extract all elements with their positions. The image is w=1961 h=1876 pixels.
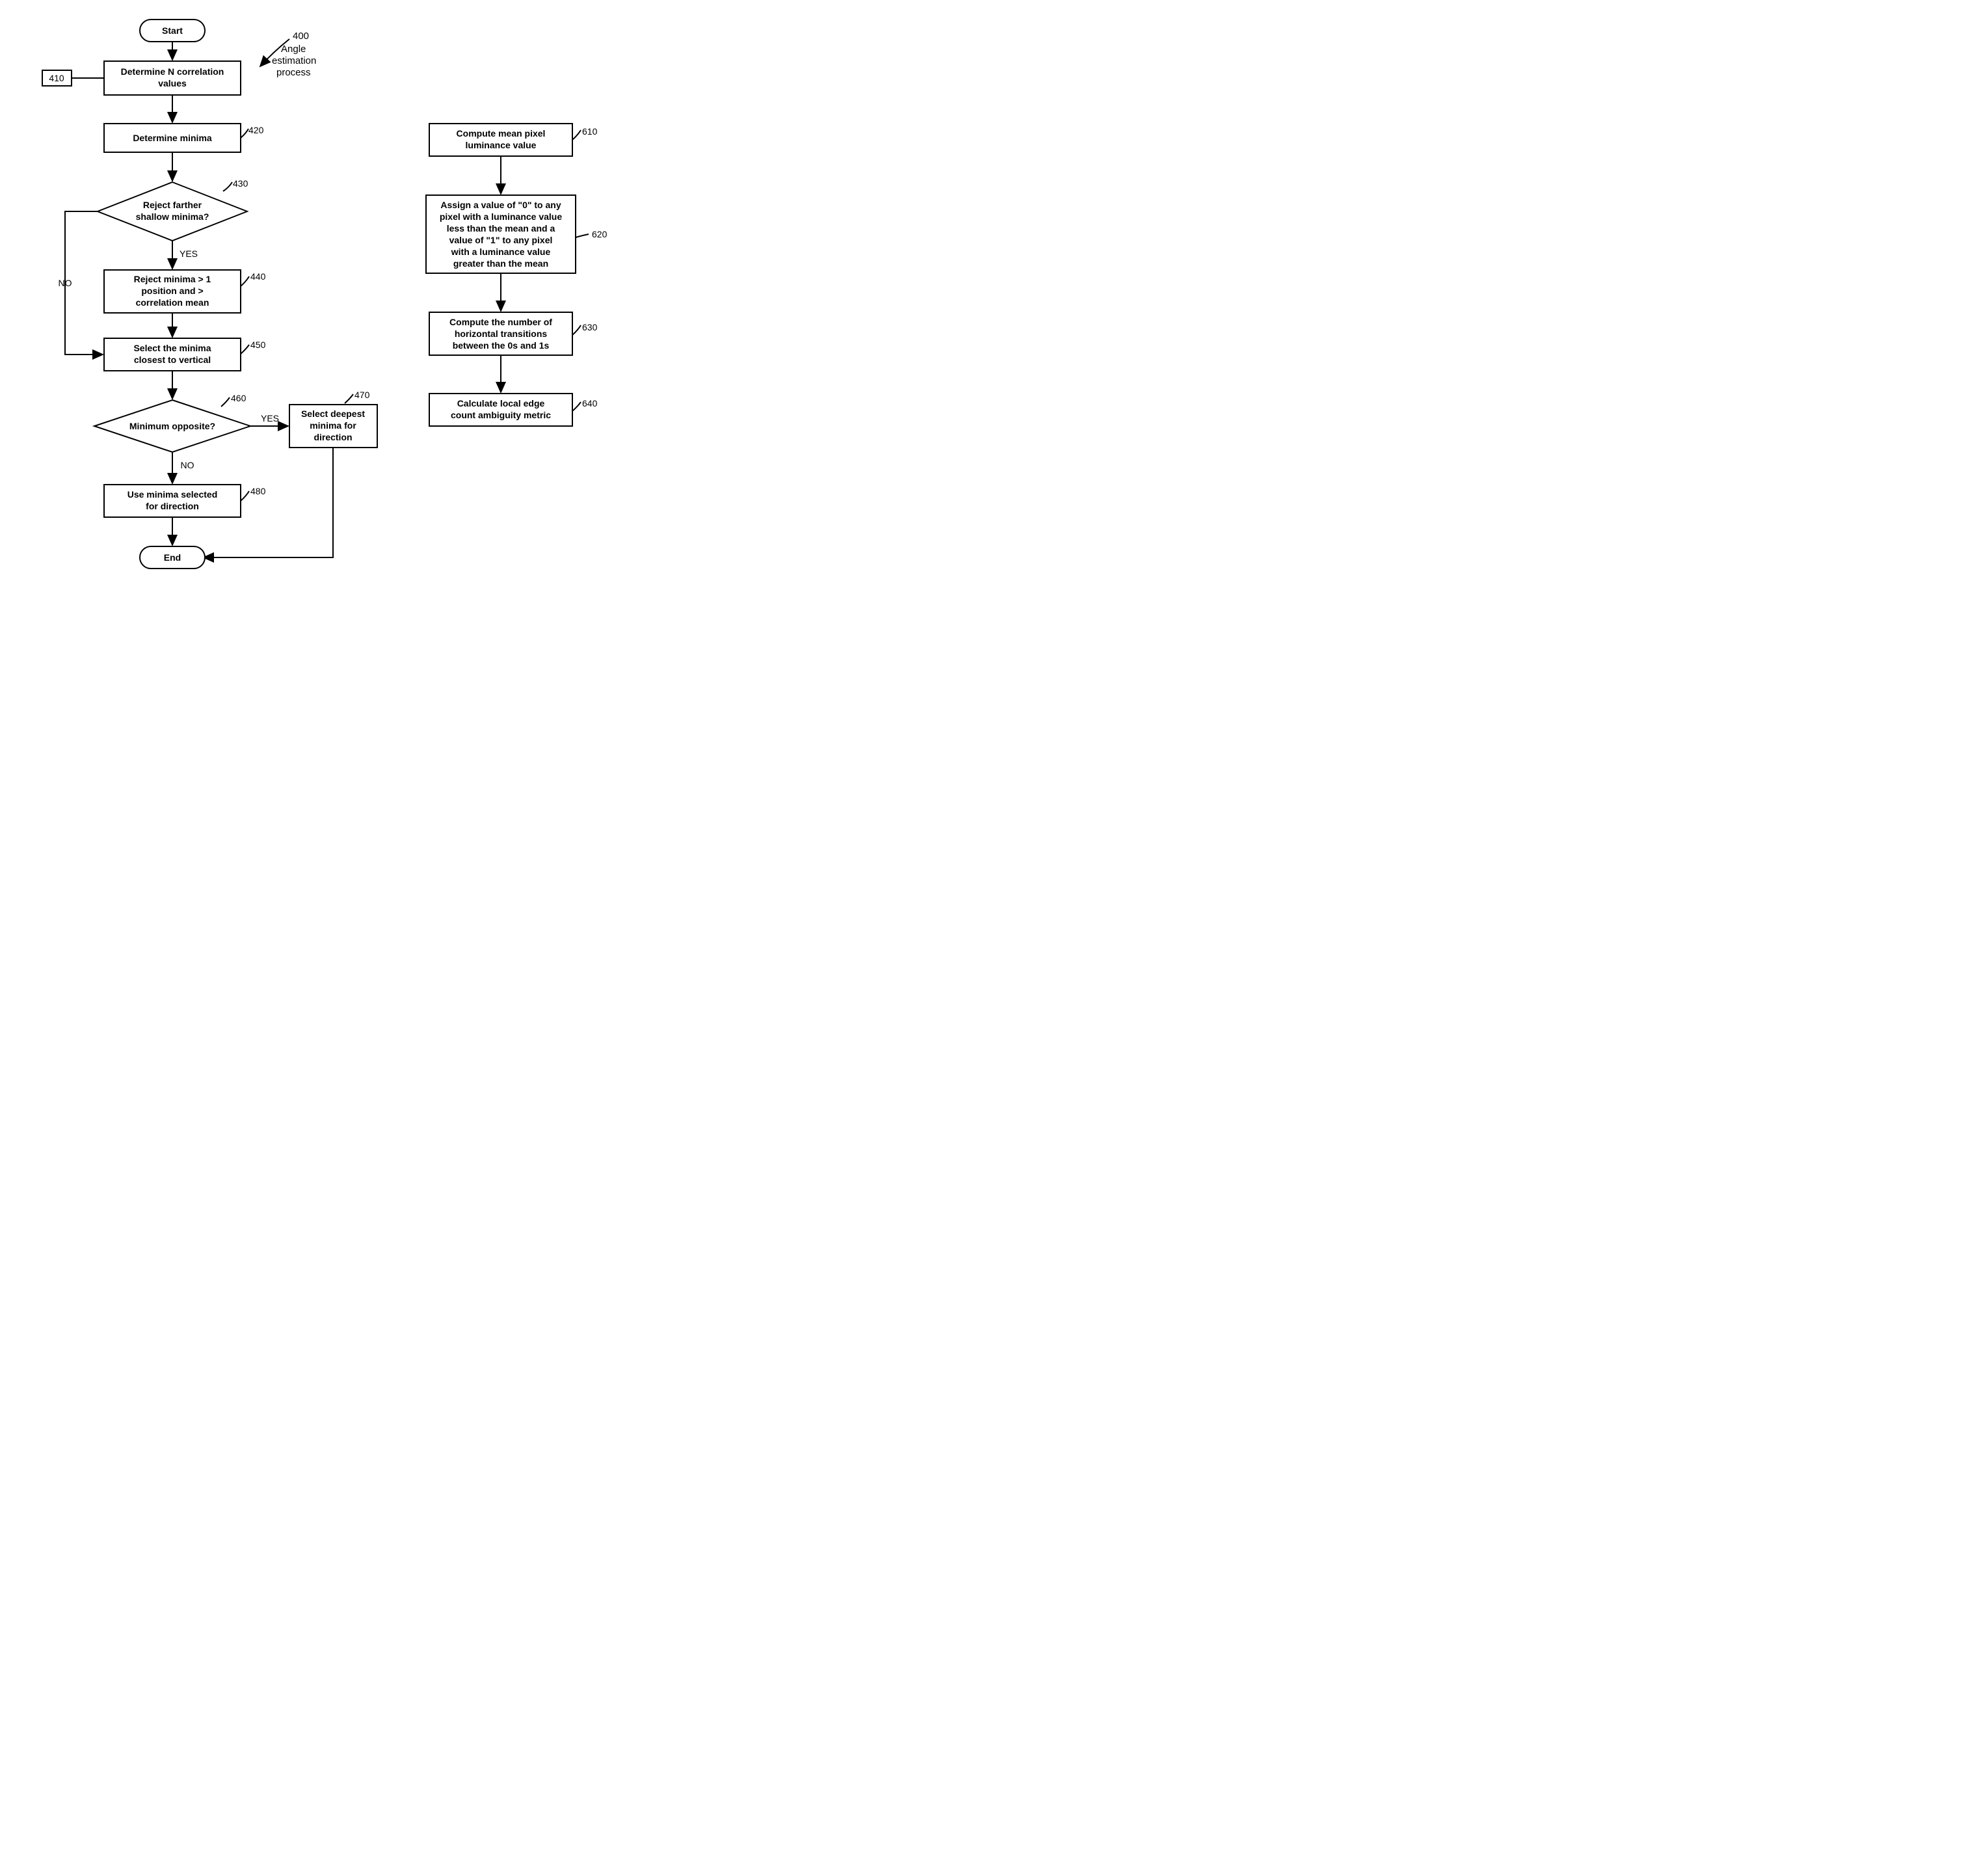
n450-l2: closest to vertical [134,355,211,365]
title-annotation: 400 Angle estimation process [260,31,316,78]
n410-l2: values [158,78,187,88]
n430-l2: shallow minima? [136,211,209,222]
n620-l3: less than the mean and a [447,223,555,234]
ref-430: 430 [233,178,248,189]
n610-l2: luminance value [466,140,537,150]
n450-l1: Select the minima [133,343,211,353]
n470-l2: minima for [310,420,356,431]
n640-l2: count ambiguity metric [451,410,551,420]
n410-l1: Determine N correlation [121,66,224,77]
end-label: End [164,552,181,563]
n440-l2: position and > [141,286,203,296]
svg-text:values: values [158,78,187,88]
n620-l4: value of "1" to any pixel [449,235,553,245]
ref-630: 630 [582,322,598,332]
ref-610: 610 [582,126,598,137]
ref-470: 470 [354,390,370,400]
n470-l3: direction [313,432,352,442]
ref-480: 480 [250,486,266,496]
n620-l2: pixel with a luminance value [440,211,562,222]
n630-l2: horizontal transitions [455,328,548,339]
n480-l2: for direction [146,501,199,511]
branch-430-yes: YES [180,248,198,259]
n630-l1: Compute the number of [449,317,552,327]
title-line-3: process [276,67,311,78]
svg-text:Determine N correlation: Determine N correlation [121,66,224,77]
n440-l3: correlation mean [136,297,209,308]
n470-l1: Select deepest [301,409,365,419]
ref-400: 400 [293,31,309,42]
n620-l6: greater than the mean [453,258,548,269]
n440-l1: Reject minima > 1 [134,274,211,284]
n620-l1: Assign a value of "0" to any [440,200,561,210]
flowchart-diagram: 400 Angle estimation process Start Deter… [0,0,650,624]
ref-450: 450 [250,340,266,350]
ref-460: 460 [231,393,247,403]
start-label: Start [162,25,183,36]
n460-l1: Minimum opposite? [129,421,215,431]
n640-l1: Calculate local edge [457,398,545,409]
n480-l1: Use minima selected [127,489,218,500]
right-flowchart: Compute mean pixel luminance value 610 A… [426,124,607,426]
title-line-2: estimation [272,55,316,66]
n420-l1: Determine minima [133,133,212,143]
n620-l5: with a luminance value [451,247,551,257]
branch-430-no: NO [59,278,72,288]
n610-l1: Compute mean pixel [457,128,546,139]
branch-460-no: NO [181,460,194,470]
ref-640: 640 [582,398,598,409]
ref-420: 420 [248,125,264,135]
title-line-1: Angle [281,44,306,55]
n630-l3: between the 0s and 1s [453,340,550,351]
left-flowchart: Start Determine N correlation values 410… [42,20,377,569]
n430-l1: Reject farther [143,200,202,210]
ref-410: 410 [49,73,64,83]
ref-440: 440 [250,271,266,282]
branch-460-yes: YES [261,413,279,423]
ref-620: 620 [592,229,607,239]
